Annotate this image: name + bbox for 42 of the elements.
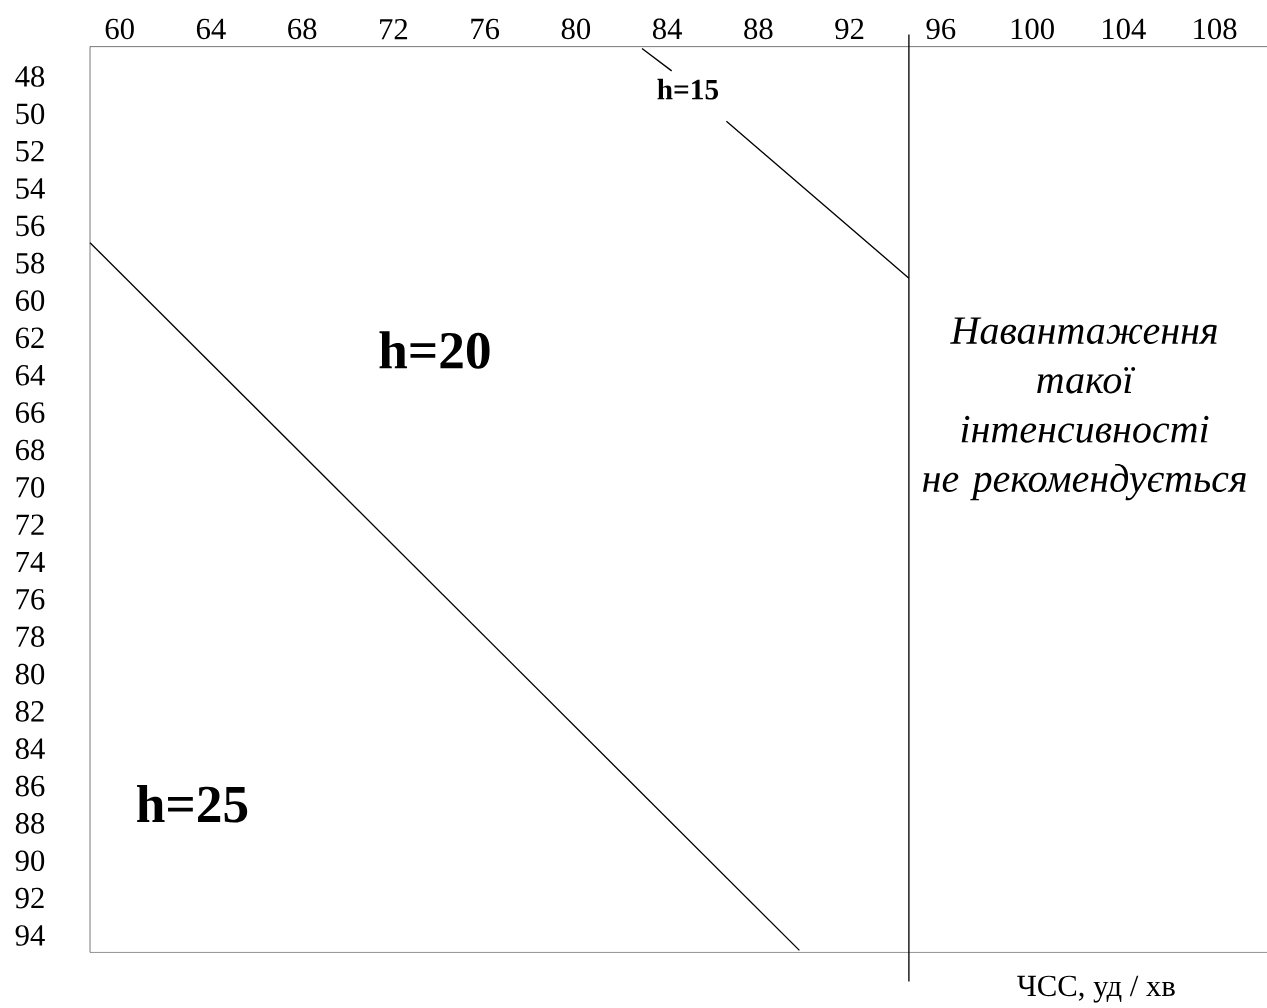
x-tick-label: 84 bbox=[652, 18, 682, 40]
x-tick-label: 108 bbox=[1194, 18, 1237, 40]
annotation: Навантаження такої інтенсивності не рекомендується bbox=[922, 317, 1246, 501]
y-tick-label: 90 bbox=[15, 850, 45, 871]
x-tick-label: 92 bbox=[835, 18, 864, 40]
y-tick-label: 80 bbox=[15, 663, 45, 685]
y-tick-label: 52 bbox=[16, 140, 44, 162]
x-tick-label: 64 bbox=[196, 18, 226, 40]
y-tick-label: 68 bbox=[15, 439, 45, 461]
y-tick-label: 64 bbox=[15, 364, 45, 386]
y-tick-label: 88 bbox=[15, 812, 45, 834]
annotation: h=20 bbox=[379, 331, 490, 369]
y-tick-label: 76 bbox=[16, 588, 45, 610]
x-tick-label: 100 bbox=[1011, 18, 1054, 40]
y-tick-label: 78 bbox=[16, 626, 45, 647]
x-tick-label: 60 bbox=[105, 18, 134, 40]
y-tick-label: 72 bbox=[16, 514, 44, 535]
y-tick-label: 94 bbox=[15, 925, 45, 946]
annotation: h=25 bbox=[137, 784, 248, 823]
x-tick-label: 76 bbox=[471, 18, 500, 40]
y-tick-label: 50 bbox=[16, 103, 45, 125]
y-tick-label: 54 bbox=[16, 178, 45, 199]
y-tick-label: 84 bbox=[15, 738, 45, 759]
x-tick-label: 68 bbox=[288, 18, 317, 40]
x-axis-title: ЧСС, уд / хв bbox=[1017, 975, 1175, 1003]
x-tick-label: 88 bbox=[744, 18, 773, 40]
y-tick-label: 86 bbox=[15, 775, 45, 797]
y-tick-label: 66 bbox=[15, 402, 45, 423]
y-tick-label: 92 bbox=[15, 887, 44, 909]
y-tick-label: 82 bbox=[15, 700, 44, 722]
y-tick-label: 60 bbox=[15, 290, 45, 311]
y-tick-label: 62 bbox=[15, 327, 44, 349]
y-tick-label: 74 bbox=[16, 551, 45, 572]
x-tick-label: 80 bbox=[561, 18, 591, 40]
annotation: h=15 bbox=[657, 78, 719, 100]
y-tick-label: 58 bbox=[16, 252, 45, 274]
y-tick-label: 70 bbox=[16, 476, 45, 498]
x-tick-label: 96 bbox=[926, 18, 956, 40]
y-tick-label: 56 bbox=[16, 215, 45, 237]
y-tick-label: 48 bbox=[15, 66, 45, 87]
x-tick-label: 72 bbox=[380, 18, 408, 40]
x-tick-label: 104 bbox=[1103, 18, 1146, 40]
